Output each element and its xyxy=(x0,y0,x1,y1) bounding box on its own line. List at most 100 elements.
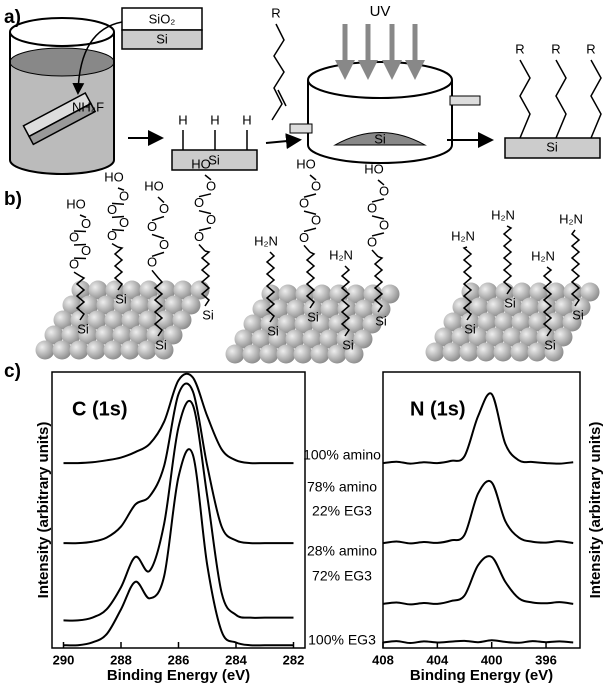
atom: H xyxy=(210,112,219,127)
panel-label: b) xyxy=(4,189,22,210)
surface-atom xyxy=(104,341,123,360)
arrow xyxy=(266,140,298,143)
reagent: NH₄F xyxy=(72,99,104,114)
surface-atom xyxy=(87,341,106,360)
head-group: HO xyxy=(296,156,316,171)
atom: H xyxy=(242,112,251,127)
surface-atom xyxy=(121,341,140,360)
y-axis-title: Intensity (arbitrary units) xyxy=(35,422,52,599)
head-group: HO xyxy=(144,178,164,193)
series-label: 22% EG3 xyxy=(312,503,372,519)
series-label: 100% EG3 xyxy=(308,632,376,648)
oxygen: O xyxy=(311,178,321,193)
oxygen: O xyxy=(206,178,216,193)
spectrum xyxy=(64,401,294,621)
x-tick-label: 282 xyxy=(283,652,305,667)
bond xyxy=(183,130,247,150)
oxygen: O xyxy=(159,237,169,252)
spectrum xyxy=(383,481,573,543)
surface-atom xyxy=(477,343,496,362)
panel-label: c) xyxy=(4,361,21,382)
x-tick-label: 288 xyxy=(110,652,132,667)
oxygen: O xyxy=(194,195,204,210)
atom: R xyxy=(551,41,560,56)
oxygen: O xyxy=(299,230,309,245)
surface-atom xyxy=(53,341,72,360)
surface-atom xyxy=(294,345,313,364)
head-group: HO xyxy=(364,161,384,176)
layer-label: Si xyxy=(546,139,558,154)
anchor-atom: Si xyxy=(342,337,354,352)
head-group: H₂N xyxy=(559,211,583,226)
surface-atom xyxy=(243,345,262,364)
head-group: HO xyxy=(66,196,86,211)
surface-atom xyxy=(494,343,513,362)
anchor-atom: Si xyxy=(572,307,584,322)
head-group: H₂N xyxy=(329,247,353,262)
head-group: H₂N xyxy=(254,233,278,248)
panel-b: b) OOOOHOSiOOOOHOSiOOOOHOSiOOOOHOSiH₂NSi… xyxy=(4,156,600,363)
surface-atom xyxy=(311,345,330,364)
x-axis-title: Binding Energy (eV) xyxy=(107,667,250,683)
anchor-atom: Si xyxy=(115,291,127,306)
anchor-atom: Si xyxy=(544,337,556,352)
oxygen: O xyxy=(159,201,169,216)
x-tick-label: 400 xyxy=(481,652,503,667)
oxygen: O xyxy=(206,212,216,227)
reactor-rim xyxy=(308,62,452,98)
spectrum xyxy=(383,556,573,604)
chart-title: C (1s) xyxy=(72,398,128,420)
oxygen: O xyxy=(379,217,389,232)
anchor-atom: Si xyxy=(375,313,387,328)
surface-atom xyxy=(426,343,445,362)
figure: a) NH₄F SiO₂ Si Si H H H R UV Si Si R R … xyxy=(0,0,605,683)
alkene xyxy=(272,24,286,120)
y-axis-title: Intensity (arbitrary units) xyxy=(587,422,604,599)
head-group: H₂N xyxy=(451,228,475,243)
liquid-surface xyxy=(10,48,114,76)
chart-title: N (1s) xyxy=(410,398,466,420)
anchor-atom: Si xyxy=(77,321,89,336)
panel-a: a) NH₄F SiO₂ Si Si H H H R UV Si Si R R … xyxy=(4,3,601,174)
x-tick-label: 396 xyxy=(535,652,557,667)
layer-label: Si xyxy=(156,31,168,46)
oxygen: O xyxy=(299,196,309,211)
surface-atom xyxy=(70,341,89,360)
oxygen: O xyxy=(119,189,129,204)
surface-atom xyxy=(277,345,296,364)
atom: R xyxy=(271,5,280,20)
atom: H xyxy=(178,112,187,127)
anchor-atom: Si xyxy=(504,295,516,310)
pipe xyxy=(290,124,312,133)
surface-atom xyxy=(511,343,530,362)
head-group: HO xyxy=(191,156,211,171)
oxygen: O xyxy=(81,216,91,231)
anchor-atom: Si xyxy=(307,309,319,324)
label: UV xyxy=(370,3,391,20)
surface-atom xyxy=(226,345,245,364)
surface-atom xyxy=(138,341,157,360)
anchor-atom: Si xyxy=(464,321,476,336)
layer-label: SiO₂ xyxy=(149,11,176,26)
pipe xyxy=(450,96,480,105)
anchor-atom: Si xyxy=(155,337,167,352)
panel-c: c) 290 288 286 284 282 Binding Energy (eV) Int… xyxy=(4,361,604,683)
atom: R xyxy=(586,41,595,56)
x-tick-label: 404 xyxy=(426,652,448,667)
surface-atom xyxy=(443,343,462,362)
series-label: 28% amino xyxy=(307,543,377,559)
oxygen: O xyxy=(367,234,377,249)
anchor-atom: Si xyxy=(202,307,214,322)
head-group: HO xyxy=(104,169,124,184)
x-tick-label: 284 xyxy=(225,652,247,667)
oxygen: O xyxy=(194,229,204,244)
oxygen: O xyxy=(367,200,377,215)
x-tick-label: 408 xyxy=(372,652,394,667)
oxygen: O xyxy=(147,255,157,270)
oxygen: O xyxy=(379,183,389,198)
head-group: H₂N xyxy=(531,248,555,263)
x-tick-label: 290 xyxy=(53,652,75,667)
x-tick-label: 286 xyxy=(168,652,190,667)
oxygen: O xyxy=(311,213,321,228)
oxygen: O xyxy=(147,219,157,234)
